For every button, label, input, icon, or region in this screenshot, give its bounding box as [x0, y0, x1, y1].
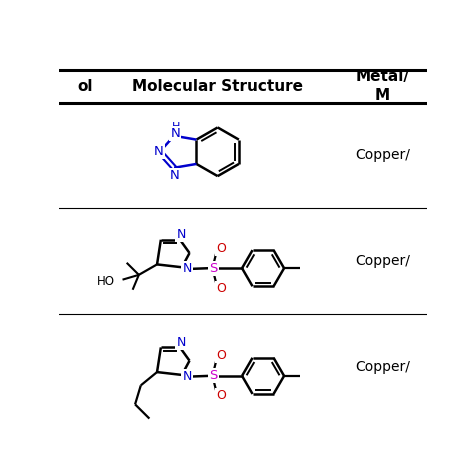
Text: N: N	[170, 127, 180, 140]
Text: N: N	[154, 145, 164, 158]
Text: O: O	[216, 282, 226, 295]
Text: H: H	[172, 122, 180, 132]
Text: Copper/: Copper/	[355, 360, 410, 374]
Text: Copper/: Copper/	[355, 148, 410, 163]
Text: N: N	[182, 370, 191, 383]
Text: S: S	[209, 262, 218, 275]
Text: Copper/: Copper/	[355, 254, 410, 268]
Text: O: O	[216, 242, 226, 255]
Text: O: O	[216, 349, 226, 362]
Text: N: N	[176, 228, 186, 241]
Text: S: S	[209, 369, 218, 383]
Text: N: N	[176, 336, 186, 349]
Text: HO: HO	[97, 275, 115, 288]
Text: N: N	[182, 262, 191, 275]
Text: N: N	[170, 169, 180, 182]
Text: Metal/
M: Metal/ M	[356, 69, 410, 103]
Text: O: O	[216, 390, 226, 402]
Text: Molecular Structure: Molecular Structure	[132, 79, 303, 93]
Text: ol: ol	[77, 79, 93, 93]
